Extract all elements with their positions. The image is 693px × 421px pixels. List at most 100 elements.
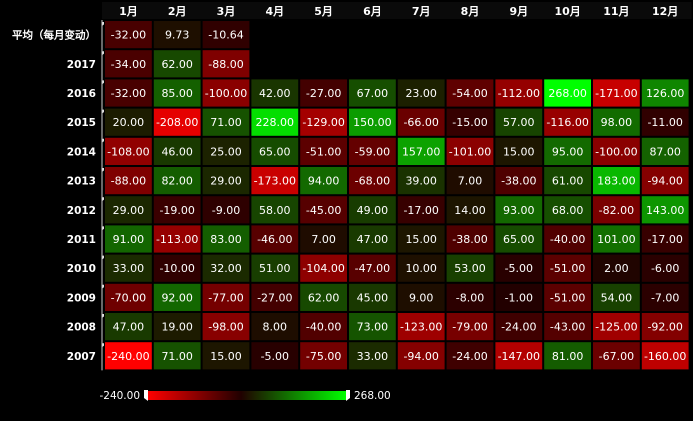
heatmap-cell	[396, 341, 446, 371]
heatmap-cell	[592, 224, 641, 254]
cell-value-label: -7.00	[651, 291, 679, 304]
heatmap-cell	[104, 282, 153, 312]
heatmap-cell	[445, 107, 495, 137]
heatmap-cell	[201, 253, 251, 283]
cell-value-label: 61.00	[552, 175, 584, 188]
cell-value-label: -123.00	[400, 321, 442, 334]
heatmap-cell	[250, 253, 300, 283]
heatmap-cell	[201, 224, 251, 254]
cell-value-label: 7.00	[458, 175, 483, 188]
month-label: 10月	[554, 5, 580, 18]
heatmap-cell	[201, 166, 251, 196]
cell-value-label: -108.00	[107, 145, 149, 158]
heatmap-cell	[543, 282, 593, 312]
heatmap-cell	[104, 312, 153, 342]
cell-value-label: -66.00	[403, 116, 438, 129]
heatmap-cell	[592, 253, 641, 283]
cell-value-label: 25.00	[210, 145, 242, 158]
cell-value-label: -75.00	[306, 350, 341, 363]
heatmap-cell	[494, 195, 544, 225]
heatmap-cell	[592, 166, 641, 196]
heatmap-cell	[250, 107, 300, 137]
cell-value-label: 85.00	[161, 87, 193, 100]
cell-value-label: 268.00	[548, 87, 587, 100]
cell-value-label: -40.00	[306, 321, 341, 334]
cell-value-label: 228.00	[256, 116, 295, 129]
heatmap-cell	[250, 195, 300, 225]
heatmap-cell	[299, 341, 349, 371]
heatmap-cell	[592, 282, 641, 312]
cell-value-label: 15.00	[405, 233, 437, 246]
cell-value-label: -46.00	[257, 233, 292, 246]
heatmap-cell	[543, 224, 593, 254]
heatmap-cell	[348, 341, 397, 371]
heatmap-cell	[396, 166, 446, 196]
month-label: 8月	[461, 5, 480, 18]
heatmap-cell	[543, 78, 593, 108]
heatmap-cell	[494, 341, 544, 371]
cell-value-label: 98.00	[601, 116, 633, 129]
month-label: 7月	[412, 5, 431, 18]
row-label: 2007	[67, 351, 96, 363]
cell-value-label: -100.00	[595, 145, 637, 158]
legend-min-handle[interactable]	[144, 390, 148, 401]
cell-value-label: 10.00	[405, 262, 437, 275]
heatmap-cell	[396, 312, 446, 342]
cell-value-label: 87.00	[649, 145, 681, 158]
cell-value-label: -27.00	[257, 291, 292, 304]
heatmap-cell	[152, 78, 202, 108]
heatmap-cell	[445, 224, 495, 254]
heatmap-cell	[396, 253, 446, 283]
heatmap-cell	[640, 195, 690, 225]
heatmap-cell	[640, 166, 690, 196]
cell-value-label: 95.00	[552, 145, 584, 158]
cell-value-label: -10.00	[159, 262, 194, 275]
cell-value-label: 93.00	[503, 204, 535, 217]
cell-value-label: 71.00	[161, 350, 193, 363]
cell-value-label: -77.00	[208, 291, 243, 304]
legend-max-handle[interactable]	[346, 390, 350, 401]
cell-value-label: -5.00	[261, 350, 289, 363]
heatmap-cell	[201, 282, 251, 312]
cell-value-label: 157.00	[402, 145, 441, 158]
heatmap-cell	[445, 253, 495, 283]
cell-value-label: -70.00	[111, 291, 146, 304]
cell-value-label: 62.00	[161, 58, 193, 71]
heatmap-cell	[201, 49, 251, 79]
heatmap-cell	[299, 195, 349, 225]
cell-value-label: 23.00	[405, 87, 437, 100]
heatmap-cell	[104, 78, 153, 108]
heatmap-cell	[592, 312, 641, 342]
cell-value-label: 65.00	[259, 145, 291, 158]
cell-value-label: -68.00	[355, 175, 390, 188]
cell-value-label: -51.00	[550, 291, 585, 304]
cell-value-label: -59.00	[355, 145, 390, 158]
cell-value-label: 183.00	[597, 175, 636, 188]
heatmap-cell	[250, 224, 300, 254]
row-label: 2016	[67, 88, 96, 100]
cell-value-label: 47.00	[357, 233, 389, 246]
heatmap-cell	[640, 136, 690, 167]
row-labels: 平均（每月变动） 2017 2016 2015 2014 2013 2012 2011 2010…	[12, 22, 107, 363]
heatmap-cell	[494, 282, 544, 312]
month-label: 9月	[509, 5, 528, 18]
heatmap-cell	[396, 224, 446, 254]
heatmap-cell	[299, 136, 349, 167]
heatmap-cell	[201, 78, 251, 108]
heatmap-cell	[201, 195, 251, 225]
heatmap-cell	[250, 78, 300, 108]
cell-value-label: 65.00	[503, 233, 535, 246]
heatmap-cell	[348, 312, 397, 342]
heatmap-cell	[592, 78, 641, 108]
cell-value-label: -19.00	[159, 204, 194, 217]
cell-value-label: -240.00	[107, 350, 149, 363]
heatmap-cell	[640, 282, 690, 312]
cell-value-label: 73.00	[357, 321, 389, 334]
cell-value-label: 20.00	[113, 116, 145, 129]
cell-value-label: -5.00	[505, 262, 533, 275]
cell-value-label: 83.00	[210, 233, 242, 246]
heatmap-cell	[104, 341, 153, 371]
heatmap-cell	[543, 341, 593, 371]
